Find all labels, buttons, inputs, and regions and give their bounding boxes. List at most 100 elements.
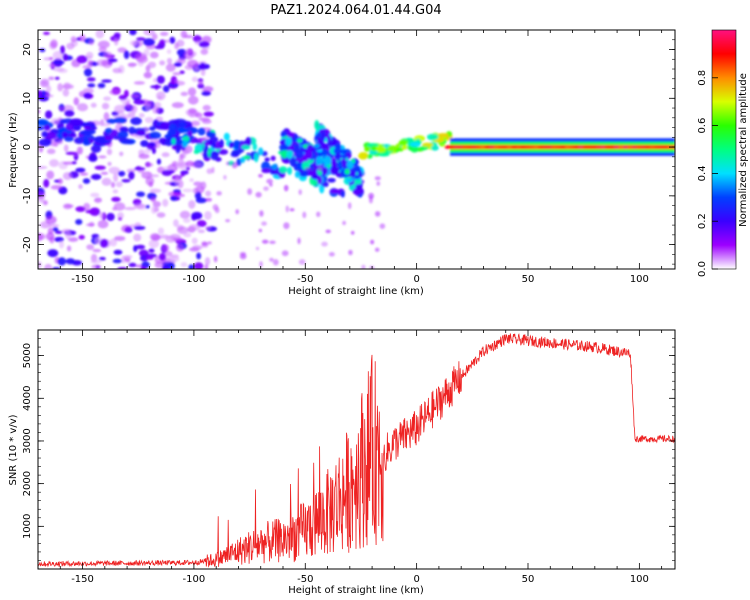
spectrogram-signal-blob	[278, 166, 288, 174]
spectrogram-signal-blob	[426, 133, 439, 141]
spectrogram-noise-blob	[321, 241, 328, 247]
spectrogram-noise-blob	[99, 122, 111, 127]
x-tick-label: 0	[413, 574, 419, 585]
spectrogram-noise-blob	[145, 256, 154, 260]
spectrogram-signal-blob	[355, 184, 363, 190]
colorbar-tick-label: 0.4	[697, 165, 708, 181]
spectrogram-signal-blob	[321, 181, 329, 188]
spectrogram-noise-blob	[150, 196, 157, 203]
x-tick-label: -50	[297, 574, 313, 585]
spectrogram-signal-blob	[317, 176, 323, 185]
spectrogram-noise-blob	[136, 55, 148, 64]
spectrogram-noise-blob	[49, 56, 54, 61]
spectrogram-noise-blob	[173, 237, 184, 242]
spectrogram-noise-blob	[190, 120, 201, 127]
spectrogram-noise-blob	[269, 257, 274, 262]
spectrogram-noise-blob	[179, 152, 186, 159]
spectrogram-noise-blob	[169, 36, 176, 44]
spectrogram-signal-blob	[231, 149, 242, 156]
spectrogram-noise-blob	[54, 76, 60, 80]
spectrogram-noise-blob	[97, 219, 109, 229]
spectrogram-noise-blob	[223, 175, 227, 180]
spectrogram-noise-blob	[75, 219, 83, 225]
spectrogram-noise-blob	[90, 102, 97, 108]
spectrogram-band-blob	[64, 136, 74, 142]
spectrogram-noise-blob	[187, 95, 199, 105]
spectrogram-noise-blob	[98, 256, 106, 261]
x-tick-label: 50	[522, 574, 535, 585]
spectrogram-noise-blob	[47, 249, 59, 258]
spectrogram-band-blob	[93, 136, 107, 143]
spectrogram-noise-blob	[166, 49, 172, 55]
y-tick-label: 0	[22, 144, 33, 150]
spectrogram-noise-blob	[76, 55, 88, 64]
spectrogram-noise-blob	[85, 209, 97, 214]
spectrogram-signal-blob	[344, 168, 350, 175]
spectrogram-noise-blob	[133, 203, 145, 209]
spectrogram-signal-blob	[354, 175, 360, 180]
spectrogram-frame	[37, 29, 676, 270]
spectrogram-noise-blob	[107, 161, 112, 166]
y-tick-label: 2000	[22, 471, 33, 496]
spectrogram-noise-blob	[139, 255, 149, 262]
spectrogram-signal-blob	[206, 131, 213, 137]
spectrogram-noise-blob	[79, 172, 89, 176]
spectrogram-noise-blob	[191, 76, 198, 83]
spectrogram-noise-blob	[45, 215, 57, 225]
spectrogram-noise-blob	[98, 155, 107, 159]
spectrogram-noise-blob	[150, 233, 161, 241]
spectrogram-noise-blob	[172, 72, 182, 76]
spectrogram-band-blob	[119, 126, 129, 132]
spectrogram-noise-blob	[202, 104, 211, 111]
spectrogram-signal-blob	[340, 190, 345, 198]
spectrogram-noise-blob	[258, 173, 263, 178]
spectrogram-noise-blob	[86, 77, 96, 82]
spectrogram-noise-blob	[49, 159, 59, 168]
spectrogram-signal-blob	[270, 155, 276, 161]
spectrogram-noise-blob	[259, 210, 264, 217]
spectrogram-signal-blob	[287, 166, 293, 175]
spectrogram-noise-blob	[86, 223, 95, 227]
snr-x-axis-label: Height of straight line (km)	[288, 585, 424, 596]
spectrogram-noise-blob	[125, 101, 131, 109]
spectrogram-noise-blob	[150, 174, 160, 178]
spectrogram-noise-blob	[152, 201, 161, 208]
spectrogram-noise-blob	[206, 168, 213, 175]
spectrogram-noise-blob	[348, 249, 353, 256]
spectrogram-noise-blob	[163, 251, 173, 257]
spectrogram-noise-blob	[62, 89, 70, 97]
spectrogram-noise-blob	[73, 97, 80, 106]
spectrogram-noise-blob	[205, 190, 212, 197]
spectrogram-noise-blob	[225, 161, 231, 166]
spectrogram-noise-blob	[196, 220, 207, 227]
spectrogram-band-blob	[120, 139, 135, 145]
spectrogram-noise-blob	[172, 189, 182, 193]
spectrogram-noise-blob	[184, 34, 193, 39]
spectrogram-noise-blob	[283, 184, 289, 192]
spectrogram-noise-blob	[317, 164, 323, 172]
spectrogram-noise-blob	[82, 178, 91, 184]
spectrogram-noise-blob	[180, 262, 188, 268]
spectrogram-noise-blob	[135, 244, 146, 250]
spectrogram-band-blob	[130, 117, 142, 126]
spectrogram-signal-blob	[218, 149, 229, 155]
spectrogram-noise-blob	[159, 60, 166, 66]
spectrogram-band-blob	[69, 118, 84, 126]
spectrogram-noise-blob	[97, 82, 106, 89]
spectrogram-noise-blob	[159, 39, 166, 45]
colorbar-gradient	[712, 30, 736, 269]
spectrogram-noise-blob	[216, 191, 222, 196]
x-tick-label: 0	[413, 274, 419, 285]
spectrogram-noise-blob	[54, 230, 63, 235]
spectrogram-noise-blob	[112, 67, 122, 74]
spectrogram-signal-blob	[323, 155, 332, 166]
spectrogram-signal-blob	[280, 148, 288, 159]
spectrogram-signal-blob	[279, 144, 289, 151]
spectrogram-band-blob	[61, 131, 69, 138]
y-tick-label: 1000	[22, 514, 33, 539]
snr-ticks: -150 -100 -50 0 50 100 1000 2000 3000 4000 5000	[22, 329, 675, 585]
spectrogram-noise-blob	[128, 171, 135, 180]
spectrogram-noise-blob	[136, 191, 146, 197]
spectrogram-noise-blob	[165, 63, 176, 72]
